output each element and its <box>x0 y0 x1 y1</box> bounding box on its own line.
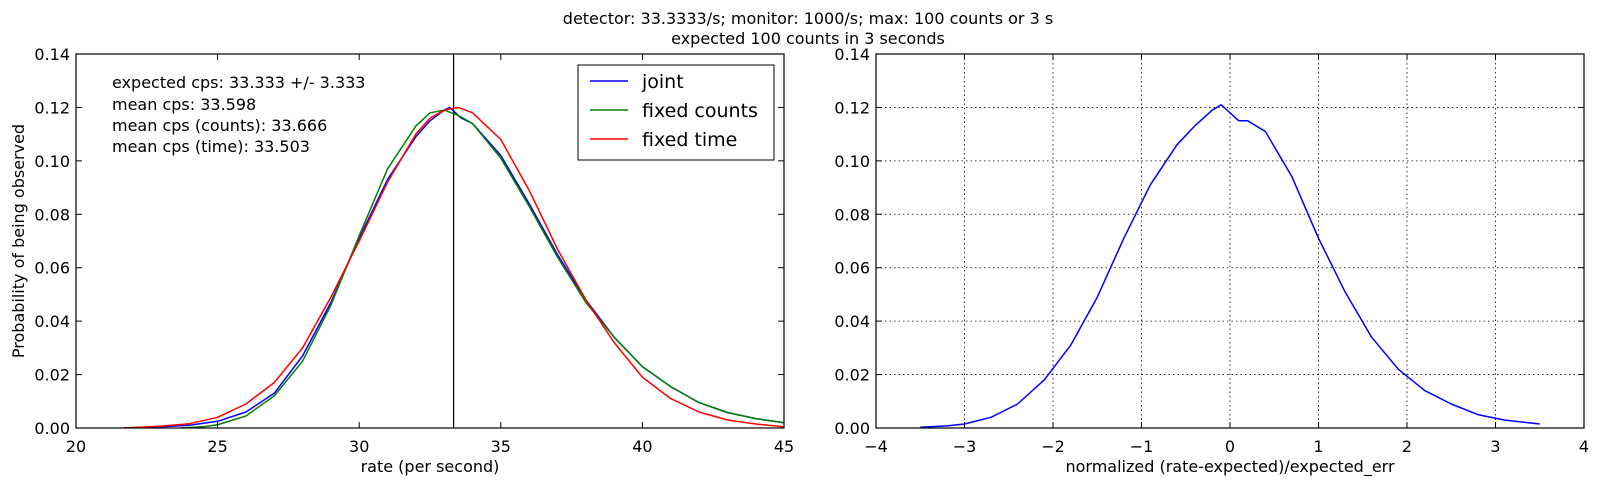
x-tick-label: 1 <box>1313 437 1323 456</box>
x-tick-label: 3 <box>1490 437 1500 456</box>
left-y-axis-label: Probability of being observed <box>9 124 28 358</box>
legend-label-fixed-counts: fixed counts <box>642 100 758 122</box>
normalized-series-line <box>920 104 1540 428</box>
x-tick-label: 35 <box>491 437 511 456</box>
y-tick-label: 0.10 <box>34 152 70 171</box>
right-chart-series <box>920 104 1540 428</box>
y-tick-label: 0.14 <box>34 45 70 64</box>
y-tick-label: 0.00 <box>834 419 870 438</box>
annotation-mean-cps-time: mean cps (time): 33.503 <box>112 137 310 156</box>
x-tick-label: 0 <box>1225 437 1235 456</box>
y-tick-label: 0.06 <box>834 259 870 278</box>
x-tick-label: 45 <box>774 437 794 456</box>
fixed-time-series-line <box>124 106 784 428</box>
y-tick-label: 0.14 <box>834 45 870 64</box>
y-tick-label: 0.00 <box>34 419 70 438</box>
y-tick-label: 0.10 <box>834 152 870 171</box>
right-x-axis-label: normalized (rate-expected)/expected_err <box>1065 457 1394 477</box>
x-tick-label: −1 <box>1130 437 1154 456</box>
x-tick-label: 25 <box>207 437 227 456</box>
right-chart-ticks: −4 −3 −2 −1 0 1 2 3 4 0.00 0.02 0.04 0.06 0.08 0.10 0.1… <box>834 45 1589 456</box>
annotation-mean-cps-counts: mean cps (counts): 33.666 <box>112 116 327 135</box>
left-chart-ticks: 20 25 30 35 40 45 0.00 0.02 0.04 0.06 0.08 0.10 0.12… <box>34 45 794 456</box>
y-tick-label: 0.12 <box>34 98 70 117</box>
x-tick-label: −2 <box>1041 437 1065 456</box>
x-tick-label: −3 <box>953 437 977 456</box>
x-tick-label: 40 <box>632 437 652 456</box>
y-tick-label: 0.08 <box>34 205 70 224</box>
x-tick-label: 20 <box>66 437 86 456</box>
left-chart-series <box>124 106 784 428</box>
legend-label-joint: joint <box>641 71 684 93</box>
legend-label-fixed-time: fixed time <box>642 129 737 151</box>
annotation-expected-cps: expected cps: 33.333 +/- 3.333 <box>112 73 365 92</box>
y-tick-label: 0.06 <box>34 259 70 278</box>
right-chart-frame <box>875 53 1585 429</box>
x-tick-label: 30 <box>349 437 369 456</box>
left-chart-frame <box>75 53 785 429</box>
x-tick-label: −4 <box>864 437 888 456</box>
fixed-counts-series-line <box>180 109 784 428</box>
y-tick-label: 0.04 <box>34 312 70 331</box>
y-tick-label: 0.08 <box>834 205 870 224</box>
right-chart-grid <box>876 54 1584 428</box>
x-tick-label: 2 <box>1402 437 1412 456</box>
left-x-axis-label: rate (per second) <box>361 457 500 476</box>
y-tick-label: 0.02 <box>834 366 870 385</box>
annotation-mean-cps: mean cps: 33.598 <box>112 95 256 114</box>
y-tick-label: 0.02 <box>34 366 70 385</box>
legend: joint fixed counts fixed time <box>577 64 775 161</box>
y-tick-label: 0.04 <box>834 312 870 331</box>
figure-title-line2: expected 100 counts in 3 seconds <box>671 29 945 48</box>
left-chart-annotations: expected cps: 33.333 +/- 3.333 mean cps:… <box>112 73 365 156</box>
x-tick-label: 4 <box>1579 437 1589 456</box>
y-tick-label: 0.12 <box>834 98 870 117</box>
right-chart-panel: −4 −3 −2 −1 0 1 2 3 4 0.00 0.02 0.04 0.06 0.08 0.10 0.1… <box>834 45 1589 477</box>
figure-title-line1: detector: 33.3333/s; monitor: 1000/s; ma… <box>563 9 1053 28</box>
left-chart-panel: 20 25 30 35 40 45 0.00 0.02 0.04 0.06 0.08 0.10 0.12… <box>9 45 794 476</box>
